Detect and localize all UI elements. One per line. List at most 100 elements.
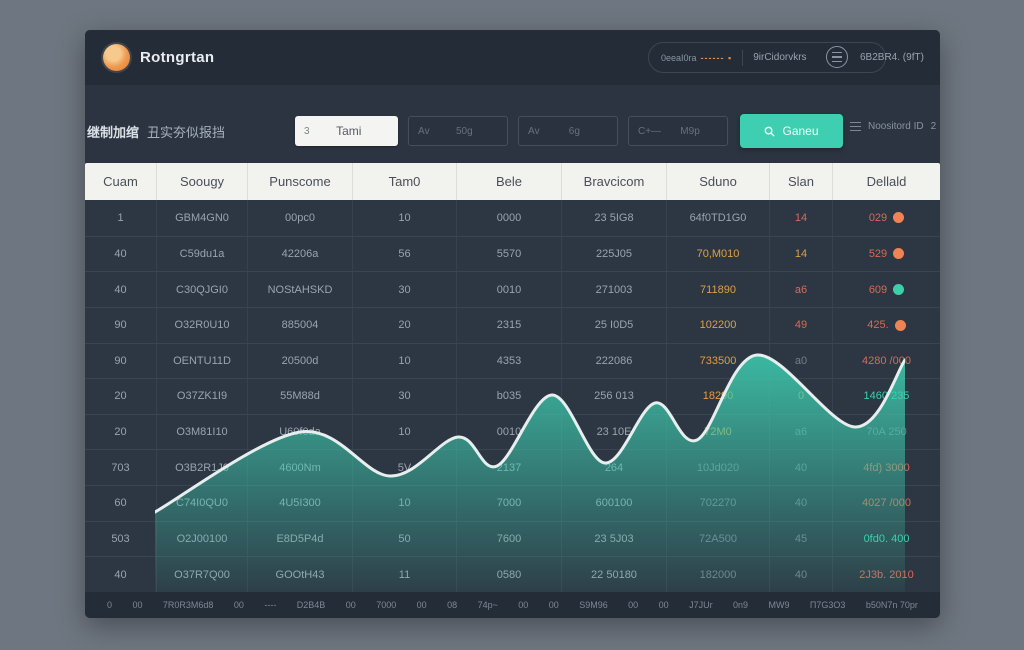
header-status-pill[interactable]: 0eeaI0ra ------ ▪ 9irCidorvkrs <box>648 42 886 73</box>
table-cell: 5570 <box>457 236 562 272</box>
axis-tick-label: 7000 <box>376 600 397 610</box>
axis-tick-label: 00 <box>628 600 639 610</box>
status-dot-teal <box>893 284 905 296</box>
table-cell: 885004 <box>248 307 353 343</box>
table-cell: 10 <box>353 343 457 379</box>
status-dot-orange <box>893 248 905 260</box>
search-button-label: Ganeu <box>782 124 819 138</box>
pill-right-text: 9irCidorvkrs <box>753 52 807 63</box>
column-header: Bele <box>457 163 562 200</box>
axis-tick-label: 0 <box>107 600 113 610</box>
table-cell: 529 <box>833 237 940 272</box>
table-cell: 102200 <box>667 307 770 343</box>
table-cell: 0 <box>770 379 833 414</box>
axis-tick-label: 00 <box>518 600 529 610</box>
table-cell: 20 <box>85 414 157 450</box>
filter-select-1[interactable]: Aᴠ 50g <box>408 116 508 146</box>
table-cell: 60 <box>85 486 157 521</box>
table-cell: 503 <box>85 521 157 557</box>
table-cell: 264 <box>562 450 667 485</box>
top-bar: Rotngrtan 0eeaI0ra ------ ▪ 9irCidorvkrs… <box>85 30 940 85</box>
table-cell: 40 <box>85 236 157 272</box>
table-cell: 5V <box>353 450 457 485</box>
table-cell: 30 <box>353 272 457 307</box>
search-input[interactable]: 3 Tami <box>295 116 398 146</box>
menu-circle-icon[interactable] <box>826 46 848 68</box>
table-cell: 45 <box>770 521 833 557</box>
table-cell: 14 <box>770 236 833 272</box>
table-cell: OENTU11D <box>157 343 248 379</box>
axis-tick-label: 7R0R3M6d8 <box>162 600 214 610</box>
table-row: 703 O3B2R1J0 4600Nm 5V 2137 264 10Jd020 40 4fd) … <box>85 449 940 485</box>
table-cell: 600100 <box>562 486 667 521</box>
axis-tick-label: 08 <box>447 600 458 610</box>
table-cell: 14 <box>770 200 833 236</box>
table-cell: a6 <box>770 414 833 450</box>
axis-tick-label: 00 <box>233 600 244 610</box>
table-cell: 222086 <box>562 343 667 379</box>
table-row: 90 OENTU11D 20500d 10 4353 222086 733500 a0 4280… <box>85 342 940 379</box>
table-cell: 0010 <box>457 414 562 450</box>
table-cell: 55M88d <box>248 379 353 414</box>
axis-tick-label: ---- <box>264 600 277 610</box>
table-cell: 4027 /000 <box>862 497 911 510</box>
table-cell: 4600Nm <box>248 450 353 485</box>
table-row: 503 O2J00100 E8D5P4d 50 7600 23 5J03 72A500 45 0… <box>85 520 940 557</box>
table-cell: 20 <box>85 379 157 414</box>
table-cell: 50 <box>353 521 457 557</box>
table-cell: 18290 <box>667 379 770 414</box>
brand-logo-icon <box>103 44 130 71</box>
select-prefix: Aᴠ <box>418 125 430 137</box>
table-cell: 40 <box>770 450 833 485</box>
table-cell: 40 <box>770 557 833 592</box>
table-row: 90 O32R0U10 885004 20 2315 25 I0D5 102200 49 425… <box>85 306 940 343</box>
tab-primary[interactable]: 继制加绾 <box>87 125 140 140</box>
table-cell: GBM4GN0 <box>157 200 248 236</box>
table-cell: 20 <box>353 307 457 343</box>
search-button[interactable]: Ganeu <box>740 114 843 148</box>
bottom-axis: 0 00 7R0R3M6d8 00 ---- D2B4B 00 7000 00 08 74p~ 00 0… <box>85 592 940 618</box>
table-cell: 90 <box>85 307 157 343</box>
table-cell: O32R0U10 <box>157 307 248 343</box>
table-cell: b035 <box>457 379 562 414</box>
axis-tick-label: 00 <box>132 600 143 610</box>
column-header: Bravcicom <box>562 163 667 200</box>
select-value: M9p <box>680 125 700 137</box>
pill-divider <box>742 49 744 66</box>
table-cell: 702270 <box>667 486 770 521</box>
view-by-label: Noositord ID <box>868 121 924 132</box>
table-row: 1 GBM4GN0 00pc0 10 0000 23 5IG8 64f0TD1G0 14 029 <box>85 200 940 236</box>
column-header: Punscome <box>248 163 353 200</box>
search-input-value: Tami <box>336 124 362 138</box>
table-cell: a6 <box>770 272 833 307</box>
view-by-control[interactable]: Noositord ID 2 <box>850 121 936 132</box>
table-row: 40 C30QJGI0 NOStAHSKD 30 0010 271003 711890 a6 6… <box>85 271 940 307</box>
user-account-label[interactable]: 6B2BR4. (9fT) <box>860 52 924 63</box>
table-cell: 23 5IG8 <box>562 200 667 236</box>
tab-secondary[interactable]: 丑实夯似报挡 <box>147 125 226 140</box>
table-cell: O3B2R1J0 <box>157 450 248 485</box>
table-cell: U60f0da <box>248 414 353 450</box>
table-body: 1 GBM4GN0 00pc0 10 0000 23 5IG8 64f0TD1G0 14 029… <box>85 200 940 592</box>
column-header: Dellald <box>866 174 907 189</box>
filter-select-3[interactable]: C+— M9p <box>628 116 728 146</box>
column-header: Tam0 <box>353 163 457 200</box>
table-cell: 256 013 <box>562 379 667 414</box>
table-cell: 40 <box>85 557 157 592</box>
dashboard-card: Rotngrtan 0eeaI0ra ------ ▪ 9irCidorvkrs… <box>85 30 940 618</box>
table-cell: C59du1a <box>157 236 248 272</box>
table-cell: 1 <box>85 200 157 236</box>
table-cell: 2J3b. 2010 <box>859 568 914 581</box>
table-cell: 23 10E <box>562 414 667 450</box>
table-cell: 72M0 <box>667 414 770 450</box>
table-cell: 7600 <box>457 521 562 557</box>
table-row: 40 C59du1a 42206a 56 5570 225J05 70,M010 14 529 <box>85 235 940 272</box>
filter-select-2[interactable]: Aᴠ 6g <box>518 116 618 146</box>
axis-tick-label: J7JUr <box>689 600 713 610</box>
table-cell: 25 I0D5 <box>562 307 667 343</box>
table-cell: 0580 <box>457 557 562 592</box>
column-header: Soougy <box>157 163 248 200</box>
table-header-row: Cuam Soougy Punscome Tam0 Bele Bravcicom Sduno… <box>85 163 940 200</box>
axis-tick-label: b50N7n 70pr <box>865 600 918 610</box>
table-cell: 0000 <box>457 200 562 236</box>
